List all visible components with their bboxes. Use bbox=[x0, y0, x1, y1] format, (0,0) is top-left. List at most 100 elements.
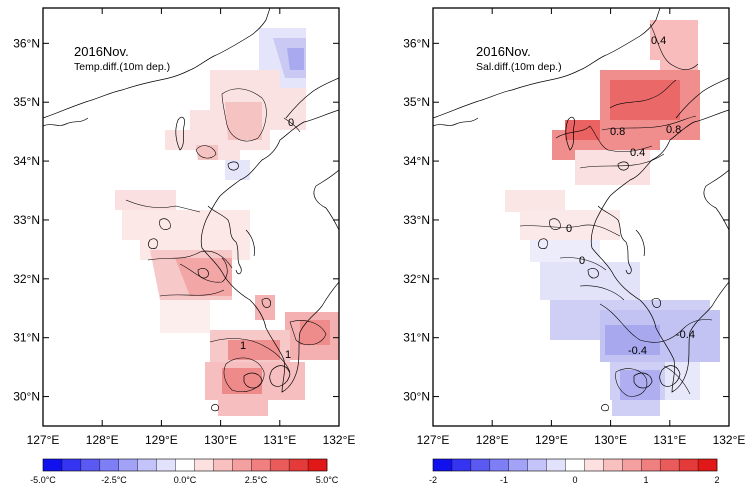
temp-contour bbox=[159, 289, 225, 297]
y-tick-label: 34°N bbox=[403, 154, 430, 168]
sal-cell-group-pos6 bbox=[575, 150, 650, 185]
contour-label: 0 bbox=[566, 223, 572, 235]
kagoshima-bay bbox=[651, 298, 661, 308]
y-tick-label: 36°N bbox=[13, 36, 40, 50]
colorbar-label: 2.5°C bbox=[245, 475, 268, 485]
colorbar-label: -1 bbox=[500, 475, 508, 485]
colorbar-swatch bbox=[433, 459, 453, 471]
y-tick-label: 32°N bbox=[13, 272, 40, 286]
colorbar-swatch bbox=[660, 459, 680, 471]
temp-field: 0 1 1 bbox=[43, 8, 339, 416]
iki-island bbox=[227, 161, 239, 171]
sal-contour bbox=[649, 23, 699, 70]
colorbar-swatch bbox=[175, 459, 195, 471]
axes: 127°E 128°E 129°E 130°E 131°E 132°E 36°N 35°N 34… bbox=[403, 8, 745, 447]
x-tick-label: 130°E bbox=[594, 433, 627, 447]
temp-contour bbox=[209, 338, 291, 373]
sal-cell-group-pos7 bbox=[505, 190, 565, 212]
y-tick-label: 31°N bbox=[403, 331, 430, 345]
colorbar-swatch bbox=[289, 459, 309, 471]
sal-contour bbox=[579, 285, 625, 301]
map-frame bbox=[432, 7, 730, 427]
colorbar-frame bbox=[42, 458, 328, 472]
colorbar-swatch bbox=[156, 459, 176, 471]
panel-temp: 0 1 1 2016Nov. Temp.diff.(10m dep.) 127°… bbox=[13, 7, 355, 485]
contour-label: 0.8 bbox=[666, 124, 681, 136]
y-tick-label: 30°N bbox=[403, 390, 430, 404]
yakushima-island bbox=[659, 365, 681, 387]
y-tick-label: 33°N bbox=[13, 213, 40, 227]
temp-cell-group-pos15 bbox=[222, 368, 262, 394]
colorbar-label: 2 bbox=[714, 475, 719, 485]
sal-cell-group-neg7 bbox=[620, 370, 660, 400]
contour-label: -0.4 bbox=[676, 329, 695, 341]
x-tick-label: 131°E bbox=[653, 433, 686, 447]
colorbar-swatch bbox=[584, 459, 604, 471]
colorbar-label: -2 bbox=[429, 475, 437, 485]
korea-coast bbox=[433, 117, 479, 127]
temp-cell-group-pos4 bbox=[115, 190, 176, 210]
kyushu-coast bbox=[635, 229, 645, 257]
tanegashima-island bbox=[633, 372, 653, 389]
colorbar-label: -2.5°C bbox=[101, 475, 127, 485]
kyushu-coast bbox=[245, 229, 255, 257]
sal-contour bbox=[609, 79, 677, 109]
koshiki-islands bbox=[197, 268, 209, 279]
temp-contour bbox=[195, 145, 217, 159]
y-tick-label: 32°N bbox=[403, 272, 430, 286]
x-tick-label: 129°E bbox=[145, 433, 178, 447]
colorbar-swatch bbox=[194, 459, 214, 471]
sal-cell-group-neg2 bbox=[540, 262, 640, 300]
x-tick-label: 127°E bbox=[27, 433, 60, 447]
temp-contour bbox=[283, 117, 301, 133]
yakushima-island bbox=[269, 365, 291, 387]
sal-contour bbox=[615, 368, 648, 397]
colorbar-label: 0 bbox=[572, 475, 577, 485]
temp-contour bbox=[223, 357, 265, 392]
contour-label: 0 bbox=[288, 117, 294, 129]
colorbar-swatch bbox=[61, 459, 82, 471]
temp-cell-group-neg4 bbox=[225, 160, 250, 180]
goto-islands bbox=[549, 218, 561, 230]
y-tick-label: 36°N bbox=[403, 36, 430, 50]
x-tick-label: 129°E bbox=[535, 433, 568, 447]
colorbar-label: -5.0°C bbox=[30, 475, 56, 485]
temp-contour bbox=[221, 88, 267, 142]
colorbar-swatch bbox=[43, 459, 63, 471]
colorbar-swatch bbox=[470, 459, 491, 471]
map-frame bbox=[42, 7, 340, 427]
colorbar-label: 5.0°C bbox=[316, 475, 339, 485]
sal-contour bbox=[599, 303, 713, 343]
axes: 127°E 128°E 129°E 130°E 131°E 132°E 36°N 35°N 34… bbox=[13, 8, 355, 447]
contour-label: -0.4 bbox=[628, 345, 647, 357]
kyushu-coast bbox=[207, 205, 242, 275]
colorbar-swatch bbox=[137, 459, 157, 471]
temp-contour bbox=[125, 199, 201, 213]
y-tick-label: 35°N bbox=[13, 95, 40, 109]
contour-label: 0 bbox=[579, 255, 585, 267]
korea-coast bbox=[43, 8, 271, 119]
kyushu-coast bbox=[200, 109, 339, 393]
y-tick-label: 31°N bbox=[13, 331, 40, 345]
temp-contour bbox=[179, 257, 228, 283]
sal-contour bbox=[555, 125, 653, 152]
panel-subtitle: Sal.diff.(10m dep.) bbox=[476, 61, 562, 73]
colorbar-swatch bbox=[508, 459, 528, 471]
tsushima-island bbox=[175, 116, 185, 151]
contour-label: 0.4 bbox=[630, 147, 645, 159]
colorbar-swatch bbox=[546, 459, 566, 471]
honshu-coast bbox=[675, 77, 729, 119]
honshu-coast bbox=[285, 77, 339, 119]
iki-island bbox=[617, 161, 629, 171]
temp-cell-group-neg3 bbox=[287, 48, 304, 70]
x-tick-label: 127°E bbox=[417, 433, 450, 447]
tanegashima-island bbox=[243, 372, 263, 389]
temp-cell-group-pos2 bbox=[225, 102, 262, 140]
shikoku-coast bbox=[313, 169, 339, 231]
small-island bbox=[211, 404, 219, 412]
temp-cell-group-pos3 bbox=[196, 145, 218, 160]
shikoku-coast bbox=[703, 169, 729, 231]
x-tick-label: 130°E bbox=[204, 433, 237, 447]
colorbar-swatch bbox=[232, 459, 252, 471]
